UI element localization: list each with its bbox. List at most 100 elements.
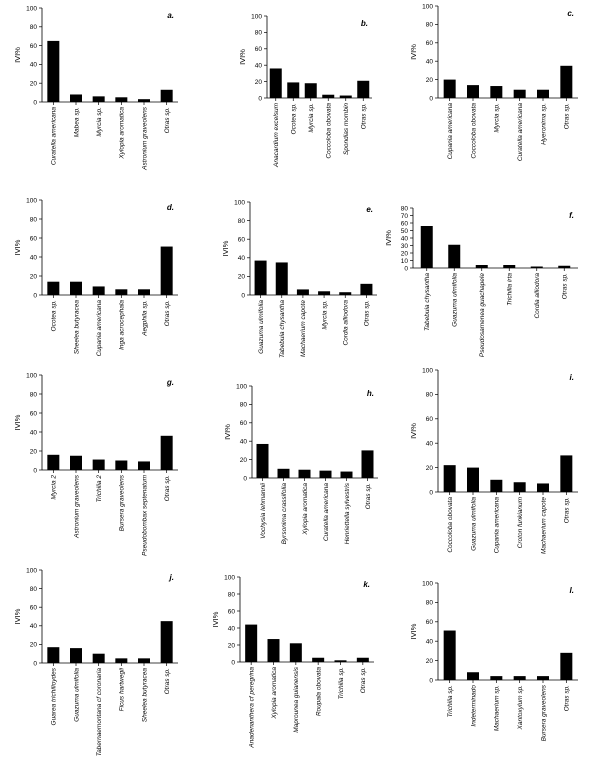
y-tick-label: 100: [26, 372, 37, 379]
x-tick-label: Trichilia irta: [507, 273, 514, 306]
x-tick-label: Guazuma ulmifolia: [452, 273, 459, 327]
bar: [312, 657, 325, 662]
x-tick-label: Xylopia aromatica: [271, 667, 278, 720]
bar: [277, 468, 290, 478]
bar: [70, 455, 82, 470]
bar: [467, 467, 479, 492]
bar: [490, 479, 503, 492]
x-tick-label: Tabebuia chysantha: [424, 273, 431, 331]
y-tick-label: 20: [240, 457, 248, 464]
x-tick-label: Machaerium capote: [300, 300, 307, 357]
bar: [160, 246, 173, 295]
y-tick-label: 40: [30, 429, 38, 436]
y-axis-label: IVI%: [211, 611, 220, 627]
y-tick-label: 0: [33, 292, 37, 299]
y-tick-label: 100: [236, 383, 247, 390]
bar: [267, 639, 280, 662]
y-tick-label: 30: [401, 243, 409, 250]
y-tick-label: 100: [26, 197, 37, 204]
y-tick-label: 20: [30, 448, 38, 455]
bar: [160, 89, 173, 102]
y-tick-label: 80: [238, 218, 246, 225]
bar: [47, 454, 60, 470]
y-tick-label: 80: [240, 402, 248, 409]
bar: [70, 281, 82, 295]
bar: [92, 653, 105, 663]
y-tick-label: 60: [426, 619, 434, 626]
bar: [138, 461, 150, 470]
bar: [558, 265, 571, 268]
y-tick-label: 20: [228, 642, 236, 649]
y-tick-label: 20: [30, 273, 38, 280]
y-tick-label: 100: [422, 367, 433, 374]
y-tick-label: 60: [240, 420, 248, 427]
x-tick-label: Curatella americana: [517, 103, 524, 162]
x-tick-label: Vochysia lehmannii: [260, 482, 267, 538]
x-tick-label: Machaerium sp.: [494, 685, 501, 731]
x-tick-label: Otras sp.: [164, 300, 171, 327]
y-axis-label: IVI%: [223, 424, 232, 440]
y-tick-label: 60: [426, 416, 434, 423]
bar: [467, 672, 479, 680]
x-tick-label: Coccoloba obovata: [470, 103, 477, 159]
y-tick-label: 60: [30, 410, 38, 417]
x-tick-label: Guazuma ulmifolia: [470, 497, 477, 551]
bar: [318, 291, 331, 295]
y-axis-label: IVI%: [409, 423, 418, 439]
x-tick-label: Sheelea butyracea: [141, 668, 148, 723]
bar: [443, 79, 456, 98]
x-tick-label: Ocotea sp.: [51, 300, 58, 332]
x-tick-label: Cupania americana: [494, 497, 501, 554]
y-tick-label: 40: [30, 62, 38, 69]
bar: [467, 85, 479, 98]
bar: [513, 676, 526, 680]
bar: [245, 624, 258, 662]
y-tick-label: 80: [255, 30, 263, 37]
y-tick-label: 50: [401, 228, 409, 235]
x-tick-label: Trichilia sp.: [447, 685, 454, 718]
x-tick-label: Xylopia aromatica: [302, 483, 309, 536]
y-tick-label: 20: [238, 274, 246, 281]
y-tick-label: 60: [401, 220, 409, 227]
x-tick-label: Cupania americana: [96, 300, 103, 357]
y-tick-label: 40: [30, 623, 38, 630]
panel-label: e.: [366, 205, 373, 214]
y-axis-label: IVI%: [238, 49, 247, 65]
x-tick-label: Otras sp.: [360, 667, 367, 694]
y-axis-label: IVI%: [221, 240, 230, 256]
panel-label: b.: [361, 19, 368, 28]
y-tick-label: 100: [422, 3, 433, 10]
panel-label: d.: [167, 203, 174, 212]
x-tick-label: Curatella americana: [51, 107, 58, 166]
x-tick-label: Indeterminado: [470, 685, 477, 727]
bar: [304, 83, 317, 98]
y-tick-label: 40: [426, 639, 434, 646]
x-tick-label: Myrcia sp.: [494, 103, 501, 133]
panel-label: g.: [166, 378, 174, 387]
x-tick-label: Guarea trichilioydes: [51, 667, 58, 725]
y-tick-label: 100: [251, 13, 262, 20]
y-tick-label: 100: [26, 567, 37, 574]
x-tick-label: Anacardium excelsum: [273, 102, 280, 168]
x-tick-label: Anadenanthera cf peregrina: [248, 667, 255, 749]
x-tick-label: Croton funkianum: [517, 496, 524, 548]
bar: [420, 226, 433, 268]
y-tick-label: 10: [401, 258, 409, 265]
bar: [47, 281, 60, 295]
y-axis-label: IVI%: [13, 414, 22, 430]
bar: [339, 95, 352, 98]
bar: [490, 676, 503, 680]
x-tick-label: Otras sp.: [564, 497, 571, 524]
x-tick-label: Guazuma ulmifolia: [258, 300, 265, 354]
x-tick-label: Astronium graveolens: [141, 106, 148, 171]
y-tick-label: 80: [228, 591, 236, 598]
x-tick-label: Bursera graveolens: [119, 474, 126, 531]
bar: [443, 465, 456, 492]
y-tick-label: 20: [426, 465, 434, 472]
bar: [275, 262, 288, 295]
y-tick-label: 80: [401, 205, 409, 212]
y-tick-label: 80: [30, 391, 38, 398]
x-tick-label: Otras sp.: [164, 107, 171, 134]
bar: [334, 660, 347, 662]
y-tick-label: 40: [426, 441, 434, 448]
